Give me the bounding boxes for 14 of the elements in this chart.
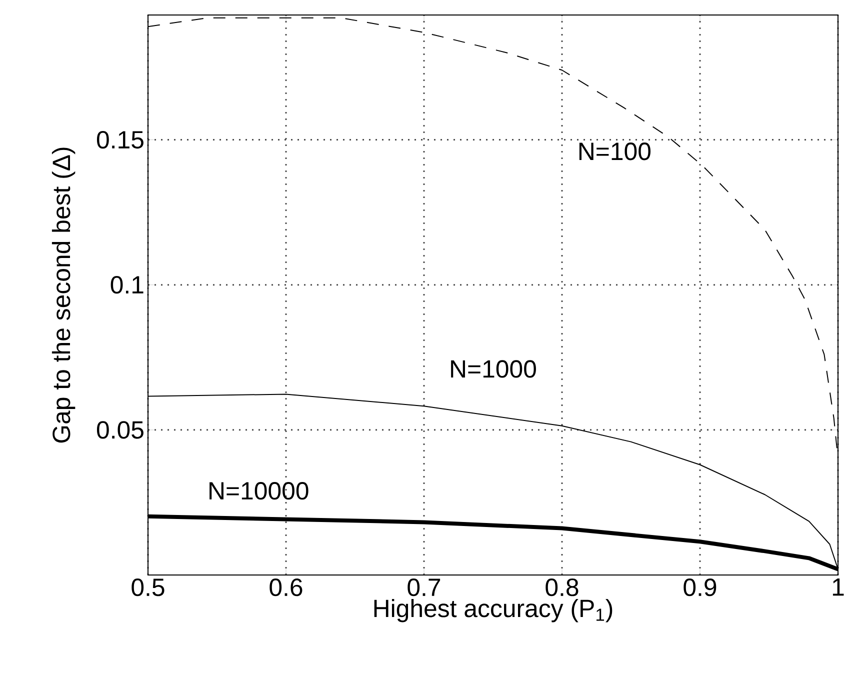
series-label: N=1000 [451,360,536,378]
x-axis-title: Highest accuracy (P$_{1}$) [374,598,612,622]
series-label: N=10000 [210,482,308,500]
y-axis-title: Gap to the second best (Δ) [52,148,76,443]
x-tick-label: 1 [832,578,844,596]
series-label: N=100 [579,142,650,160]
y-tick-label: 0.05 [96,421,144,439]
y-tick-label: 0.1 [110,276,144,294]
y-tick-label: 0.15 [96,130,144,149]
x-tick-label: 0.5 [132,578,164,596]
x-tick-label: 0.8 [546,578,578,596]
x-tick-label: 0.9 [684,578,716,596]
x-tick-label: 0.7 [408,578,440,596]
x-tick-label: 0.6 [270,578,302,596]
